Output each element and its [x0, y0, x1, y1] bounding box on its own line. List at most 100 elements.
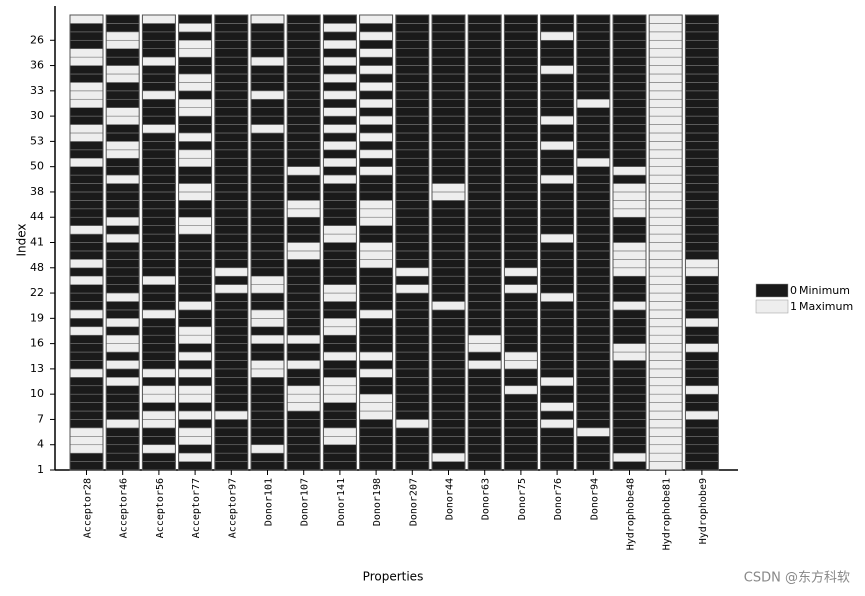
heatmap-cell	[576, 183, 611, 193]
y-tick-label: 4	[37, 438, 44, 451]
heatmap-cell	[142, 200, 176, 210]
heatmap-cell	[395, 292, 430, 302]
x-tick-label: Donor101	[264, 478, 275, 526]
heatmap-cell	[214, 444, 249, 454]
heatmap-cell	[105, 334, 140, 344]
heatmap-cell	[214, 435, 249, 446]
heatmap-cell	[685, 419, 719, 429]
heatmap-cell	[323, 115, 357, 125]
heatmap-cell	[648, 360, 683, 370]
heatmap-cell	[467, 318, 502, 328]
heatmap-cell	[467, 200, 502, 210]
heatmap-cell	[178, 419, 212, 429]
heatmap-cell	[431, 326, 466, 336]
heatmap-cell	[648, 39, 683, 50]
heatmap-cell	[395, 259, 430, 269]
heatmap-cell	[323, 368, 357, 378]
heatmap-cell	[286, 402, 321, 412]
heatmap-cell	[178, 208, 212, 218]
heatmap-cell	[286, 82, 321, 92]
heatmap-cell	[576, 275, 611, 285]
heatmap-cell	[612, 157, 647, 167]
legend-swatch	[755, 283, 789, 298]
heatmap-cell	[540, 334, 574, 344]
heatmap-cell	[323, 166, 357, 176]
heatmap-cell	[612, 259, 647, 269]
heatmap-cell	[286, 90, 321, 100]
heatmap-cell	[214, 267, 249, 277]
heatmap-cell	[69, 141, 104, 151]
heatmap-cell	[178, 292, 212, 302]
heatmap-cell	[323, 233, 357, 243]
heatmap-cell	[576, 318, 611, 328]
heatmap-cell	[685, 166, 719, 176]
heatmap-cell	[178, 410, 212, 420]
heatmap-cell	[105, 360, 140, 370]
heatmap-cell	[250, 402, 285, 412]
heatmap-cell	[178, 82, 212, 92]
heatmap-cell	[395, 267, 430, 277]
heatmap-cell	[250, 410, 285, 420]
heatmap-cell	[395, 385, 430, 395]
heatmap-cell	[286, 216, 321, 226]
heatmap-cell	[540, 208, 574, 218]
heatmap-cell	[359, 402, 393, 412]
heatmap-cell	[250, 166, 285, 176]
heatmap-cell	[395, 275, 430, 285]
heatmap-cell	[576, 242, 611, 252]
heatmap-cell	[69, 31, 104, 41]
heatmap-cell	[286, 48, 321, 58]
heatmap-cell	[286, 444, 321, 454]
heatmap-cell	[142, 157, 176, 167]
heatmap-cell	[648, 73, 683, 83]
heatmap-cell	[576, 216, 611, 226]
heatmap-cell	[142, 292, 176, 302]
heatmap-cell	[431, 301, 466, 311]
heatmap-cell	[142, 166, 176, 176]
heatmap-cell	[648, 216, 683, 226]
heatmap-cell	[323, 183, 357, 193]
heatmap-cell	[685, 174, 719, 184]
heatmap-cell	[323, 284, 357, 294]
heatmap-cell	[142, 14, 176, 24]
heatmap-cell	[214, 461, 249, 471]
heatmap-cell	[685, 461, 719, 471]
heatmap-cell	[395, 14, 430, 24]
heatmap-cell	[69, 368, 104, 378]
heatmap-cell	[359, 107, 393, 117]
heatmap-cell	[142, 259, 176, 269]
heatmap-cell	[105, 301, 140, 311]
heatmap-cell	[540, 368, 574, 378]
heatmap-cell	[576, 351, 611, 361]
heatmap-cell	[612, 292, 647, 302]
heatmap-cell	[612, 360, 647, 370]
heatmap-cell	[69, 98, 104, 108]
heatmap-cell	[540, 14, 574, 24]
heatmap-cell	[467, 427, 502, 437]
heatmap-cell	[648, 107, 683, 117]
heatmap-cell	[250, 444, 285, 454]
heatmap-cell	[648, 82, 683, 92]
heatmap-cell	[648, 284, 683, 294]
heatmap-cell	[105, 157, 140, 167]
heatmap-cell	[504, 242, 538, 252]
heatmap-cell	[214, 73, 249, 83]
heatmap-cell	[142, 233, 176, 243]
heatmap-cell	[359, 166, 393, 176]
heatmap-cell	[612, 141, 647, 151]
heatmap-cell	[359, 275, 393, 285]
heatmap-cell	[214, 452, 249, 462]
heatmap-cell	[431, 56, 466, 66]
heatmap-cell	[648, 183, 683, 193]
heatmap-cell	[359, 326, 393, 336]
heatmap-cell	[467, 435, 502, 446]
heatmap-cell	[612, 410, 647, 420]
heatmap-cell	[250, 343, 285, 353]
heatmap-cell	[69, 343, 104, 353]
heatmap-cell	[612, 149, 647, 159]
x-tick-label: Donor207	[408, 478, 419, 526]
heatmap-cell	[648, 166, 683, 176]
heatmap-cell	[540, 115, 574, 125]
heatmap-cell	[395, 318, 430, 328]
heatmap-cell	[431, 65, 466, 75]
